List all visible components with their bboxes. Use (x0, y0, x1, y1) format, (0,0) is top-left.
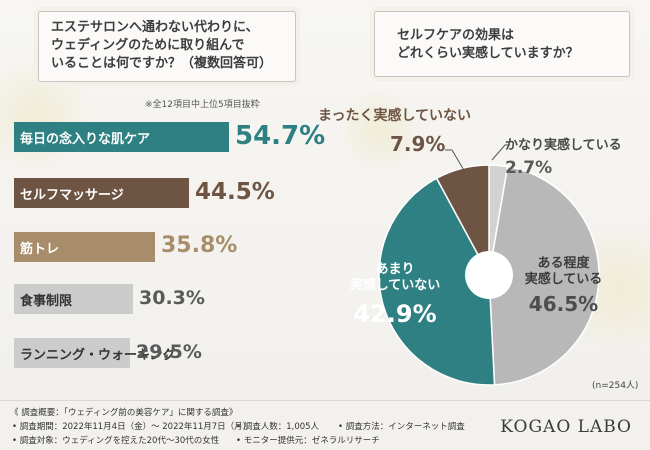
pie-value-label: 7.9% (390, 132, 446, 156)
pie-slice (435, 164, 490, 276)
footer-period: • 調査期間：2022年11月4日（金）～ 2022年11月7日（月） (12, 422, 252, 432)
bar-row: 筋トレ 35.8% (14, 232, 314, 262)
pie-category-label: あまり 実感していない (335, 262, 455, 294)
bar-row: セルフマッサージ 44.5% (14, 178, 314, 208)
bar (14, 284, 133, 314)
question-line: いることは何ですか？（複数回答可） (51, 56, 273, 71)
bar-label: 食事制限 (20, 294, 73, 309)
pie-category-label-line: 実感している (524, 272, 603, 287)
bar-value-label: 54.7% (235, 120, 326, 151)
pie-center-hole (465, 251, 513, 299)
flower-decoration (340, 90, 420, 170)
bar-label: 毎日の念入りな肌ケア (20, 132, 151, 147)
bar (14, 338, 130, 368)
pie-category-label: ある程度 実感している (516, 256, 611, 288)
pie-chart (378, 144, 600, 386)
bar-value-label: 35.8% (161, 233, 238, 259)
footer-provider: • モニター提供元：ゼネラルリサーチ (236, 436, 380, 446)
pie-category-label: かなり実感している (505, 138, 622, 154)
pie-category-label-line: ある程度 (537, 256, 590, 271)
footer-count: • 調査人数：1,005人 (236, 422, 320, 432)
leader-line (445, 149, 466, 173)
pie-value-label: 46.5% (528, 292, 599, 316)
question-line: ウェディングのために取り組んで (51, 38, 245, 53)
bar (14, 232, 155, 262)
bar-value-label: 30.3% (139, 287, 205, 310)
pie-value-label: 42.9% (353, 300, 437, 328)
question-line: どれくらい実感していますか？ (397, 46, 579, 61)
bar-row: ランニング・ウォーキング 29.5% (14, 338, 314, 368)
question-box-left: エステサロンへ通わない代わりに、 ウェディングのために取り組んで いることは何で… (38, 11, 296, 82)
bar-label: 筋トレ (20, 242, 60, 257)
sample-size-note: (n=254人) (592, 381, 639, 391)
pie-category-label-line: 実感していない (349, 278, 441, 293)
pie-value-label: 2.7% (505, 158, 553, 178)
question-line: エステサロンへ通わない代わりに、 (51, 20, 259, 35)
bar-row: 食事制限 30.3% (14, 284, 314, 314)
bar (14, 178, 189, 208)
pie-category-label-line: かなり実感している (505, 138, 622, 153)
footer-target: • 調査対象：ウェディングを控えた20代～30代の女性 (12, 436, 220, 446)
pie-slice (378, 177, 496, 386)
bar-label: ランニング・ウォーキング (20, 348, 176, 363)
survey-footer: 《 調査概要：「ウェディング前の美容ケア」に関する調査》 • 調査期間：2022… (0, 400, 650, 450)
leader-line (491, 144, 510, 161)
pie-slice (488, 165, 600, 386)
footer-title: 《 調査概要：「ウェディング前の美容ケア」に関する調査》 (10, 408, 238, 418)
question-line: セルフケアの効果は (397, 28, 515, 43)
pie-category-label: まったく実感していない (318, 108, 471, 124)
bar-row: 毎日の念入りな肌ケア 54.7% (14, 121, 325, 152)
bar-note: ※全12項目中上位5項目抜粋 (145, 100, 260, 110)
brand-logo: KOGAO LABO (500, 417, 632, 437)
pie-category-label-line: まったく実感していない (318, 108, 472, 124)
bar (14, 122, 229, 152)
bar-value-label: 29.5% (136, 341, 202, 364)
bar-value-label: 44.5% (195, 178, 275, 205)
pie-category-label-line: あまり (375, 262, 415, 277)
question-box-right: セルフケアの効果は どれくらい実感していますか？ (374, 11, 630, 77)
bar-label: セルフマッサージ (20, 188, 124, 203)
footer-method: • 調査方法：インターネット調査 (338, 422, 465, 432)
